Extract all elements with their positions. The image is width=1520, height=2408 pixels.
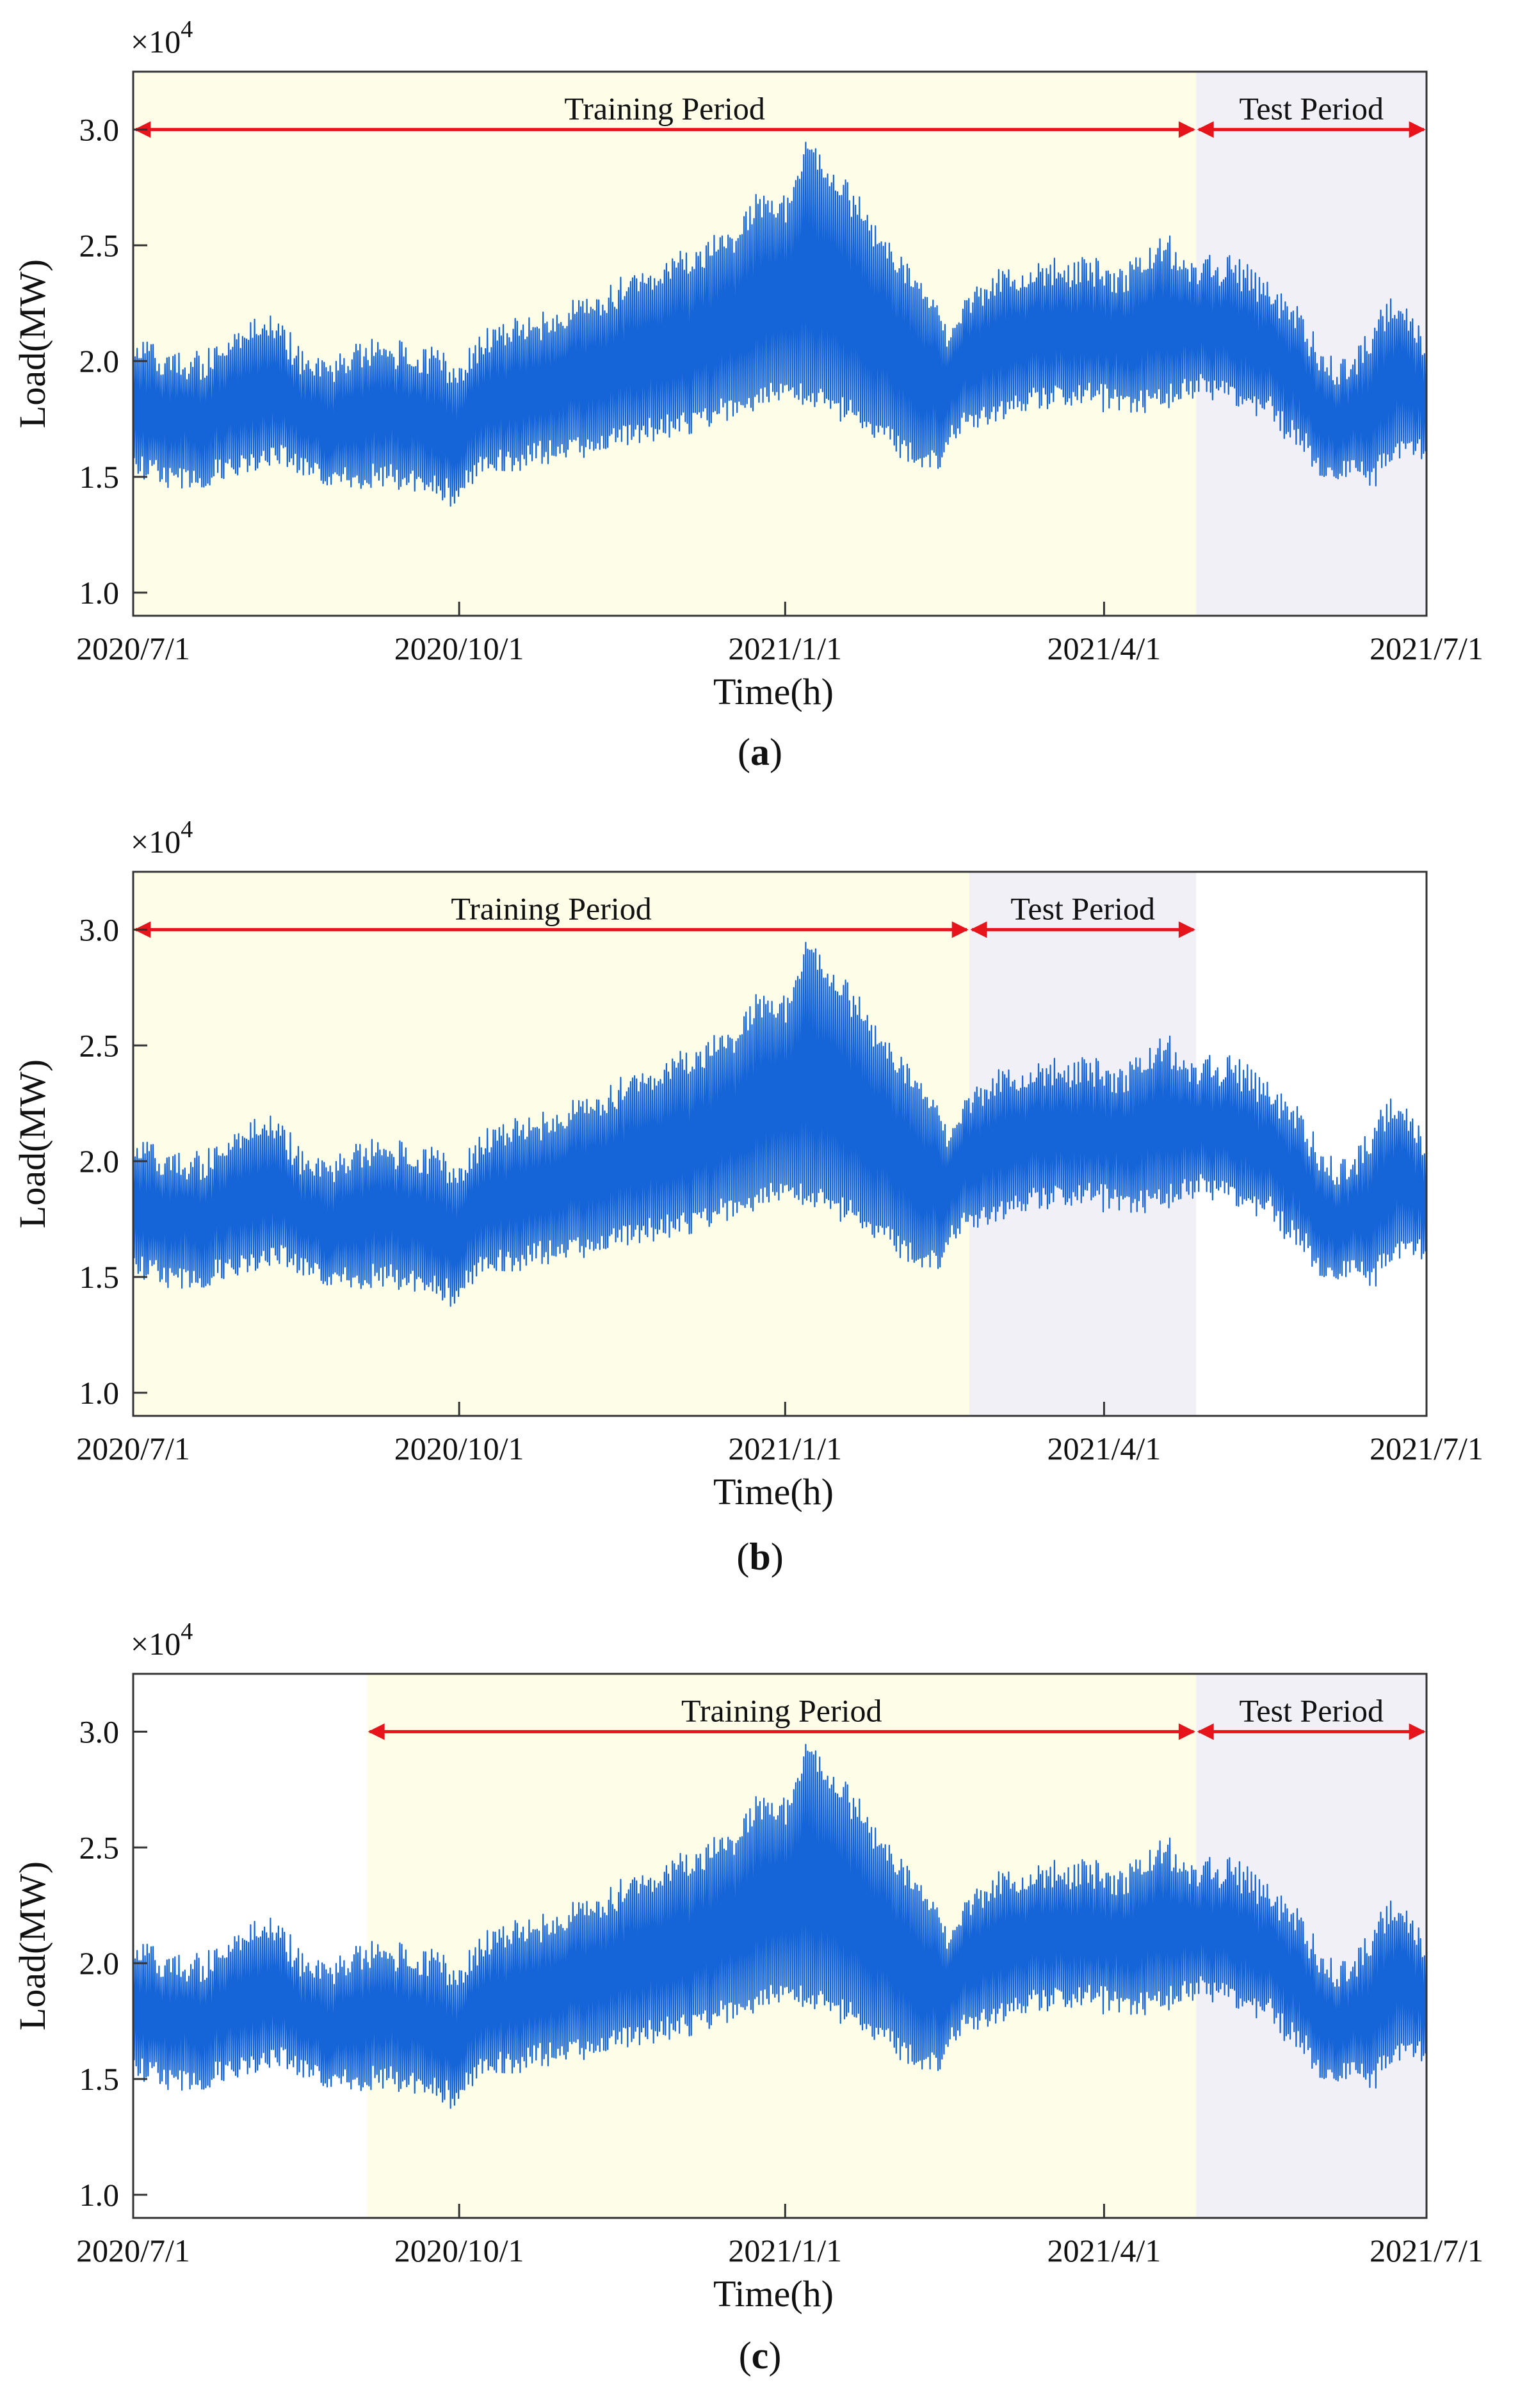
y-tick-label: 3.0 bbox=[79, 111, 120, 147]
panel-caption: (c) bbox=[739, 2334, 782, 2377]
y-tick-label: 1.5 bbox=[79, 1259, 120, 1295]
load-series-line bbox=[132, 141, 1428, 507]
chart-panel-b: Training Period Test Period 1.0 1.5 2.0 2.5 3.… bbox=[12, 816, 1484, 1578]
x-tick-label: 2020/10/1 bbox=[394, 1431, 524, 1466]
y-tick-label: 2.5 bbox=[79, 227, 120, 263]
panel-caption: (b) bbox=[736, 1536, 783, 1578]
x-tick-label: 2021/1/1 bbox=[728, 1431, 842, 1466]
x-tick-label: 2021/7/1 bbox=[1370, 1431, 1484, 1466]
training-period-label: Training Period bbox=[564, 90, 764, 126]
x-tick-label: 2020/7/1 bbox=[76, 1431, 190, 1466]
y-tick-label: 2.5 bbox=[79, 1829, 120, 1865]
test-period-label: Test Period bbox=[1239, 1692, 1384, 1728]
plot-frame bbox=[132, 871, 1428, 1417]
y-tick-label: 1.5 bbox=[79, 459, 120, 495]
y-axis-label: Load(MW) bbox=[12, 1861, 53, 2030]
y-tick-label: 2.0 bbox=[79, 1143, 120, 1179]
y-multiplier: ×104 bbox=[131, 816, 193, 860]
y-tick-label: 2.0 bbox=[79, 343, 120, 379]
load-series-line bbox=[132, 1744, 1428, 2109]
x-tick-label: 2021/4/1 bbox=[1047, 2233, 1161, 2268]
chart-panel-c: Training Period Test Period 1.0 1.5 2.0 2.5 3.… bbox=[12, 1618, 1484, 2377]
x-tick-label: 2021/1/1 bbox=[728, 2233, 842, 2268]
y-tick-label: 3.0 bbox=[79, 911, 120, 947]
y-axis-label: Load(MW) bbox=[12, 259, 53, 428]
plot-frame bbox=[132, 70, 1428, 617]
y-tick-label: 1.5 bbox=[79, 2061, 120, 2097]
x-tick-label: 2021/4/1 bbox=[1047, 1431, 1161, 1466]
y-tick-label: 1.0 bbox=[79, 2177, 120, 2213]
panel-caption: (a) bbox=[738, 731, 782, 773]
x-tick-label: 2020/7/1 bbox=[76, 2233, 190, 2268]
x-tick-label: 2020/7/1 bbox=[76, 630, 190, 666]
x-axis-label: Time(h) bbox=[713, 1471, 834, 1513]
y-multiplier: ×104 bbox=[131, 16, 193, 60]
x-tick-label: 2020/10/1 bbox=[394, 630, 524, 666]
x-tick-label: 2020/10/1 bbox=[394, 2233, 524, 2268]
x-axis-label: Time(h) bbox=[713, 2273, 834, 2315]
y-tick-label: 3.0 bbox=[79, 1714, 120, 1749]
y-tick-label: 1.0 bbox=[79, 1375, 120, 1411]
training-period-label: Training Period bbox=[451, 890, 651, 926]
y-tick-label: 2.5 bbox=[79, 1027, 120, 1063]
x-tick-label: 2021/7/1 bbox=[1370, 630, 1484, 666]
test-period-label: Test Period bbox=[1010, 890, 1155, 926]
x-tick-label: 2021/7/1 bbox=[1370, 2233, 1484, 2268]
y-tick-label: 1.0 bbox=[79, 575, 120, 611]
y-axis-label: Load(MW) bbox=[12, 1059, 53, 1228]
test-period-label: Test Period bbox=[1239, 90, 1384, 126]
plot-frame bbox=[132, 1673, 1428, 2219]
chart-panel-a: Training Period Test Period 1.0 1.5 2.0 2.5 3.… bbox=[12, 16, 1484, 773]
x-axis-label: Time(h) bbox=[713, 671, 834, 712]
training-period-label: Training Period bbox=[681, 1692, 882, 1728]
load-series-line bbox=[132, 942, 1428, 1307]
y-tick-label: 2.0 bbox=[79, 1945, 120, 1981]
x-tick-label: 2021/4/1 bbox=[1047, 630, 1161, 666]
y-multiplier: ×104 bbox=[131, 1618, 193, 1662]
x-tick-label: 2021/1/1 bbox=[728, 630, 842, 666]
